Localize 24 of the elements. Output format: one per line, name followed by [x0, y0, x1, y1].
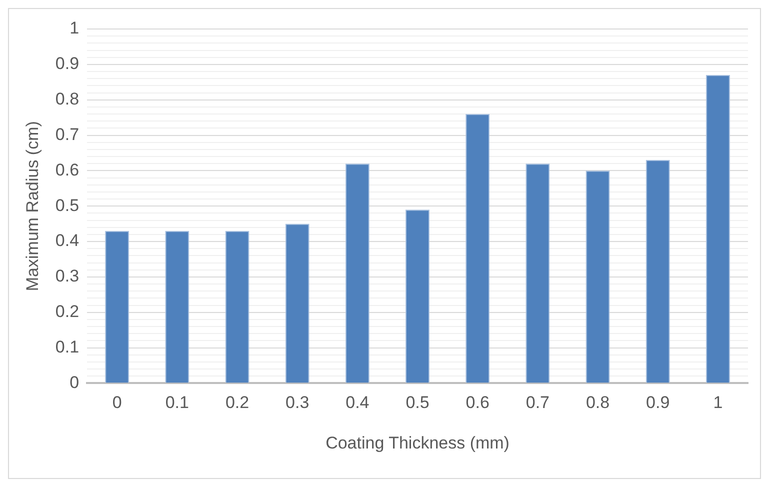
y-tick-label: 0 — [70, 372, 80, 392]
x-tick-label: 1 — [713, 393, 723, 412]
x-tick-label: 0.7 — [526, 393, 550, 412]
y-tick-label: 0.9 — [55, 54, 80, 74]
x-tick-label: 0.8 — [586, 393, 610, 412]
x-tick-label: 0.9 — [646, 393, 670, 412]
x-tick-label: 0 — [112, 393, 122, 412]
y-tick-label: 0.4 — [55, 231, 80, 250]
x-tick-label: 0.2 — [225, 393, 250, 412]
x-tick-label: 0.6 — [466, 393, 490, 412]
y-tick-label: 1 — [70, 18, 80, 38]
y-tick-label: 0.3 — [55, 266, 80, 286]
x-tick-label: 0.1 — [165, 393, 189, 412]
y-tick-label: 0.2 — [55, 302, 80, 322]
y-axis-title: Maximum Radius (cm) — [22, 121, 42, 292]
y-tick-label: 0.1 — [55, 337, 80, 356]
x-tick-label: 0.3 — [286, 393, 310, 412]
y-tick-label: 0.6 — [55, 160, 80, 180]
x-tick-label: 0.5 — [406, 393, 430, 412]
y-tick-label: 0.7 — [55, 124, 80, 144]
x-tick-label: 0.4 — [346, 393, 370, 412]
x-axis-title: Coating Thickness (mm) — [326, 433, 510, 452]
y-tick-label: 0.8 — [55, 90, 80, 109]
y-tick-label: 0.5 — [55, 196, 80, 215]
